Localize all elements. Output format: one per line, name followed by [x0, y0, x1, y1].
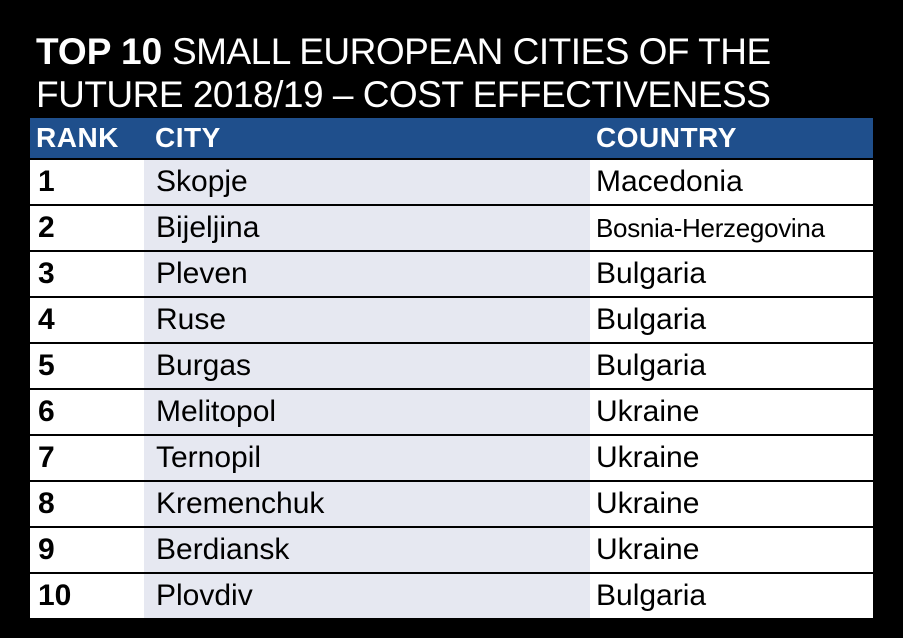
rank-cell: 9 — [30, 528, 144, 572]
table-row: 7 Ternopil Ukraine — [30, 436, 873, 480]
city-cell: Skopje — [144, 160, 590, 204]
rankings-table: RANK CITY COUNTRY 1 Skopje Macedonia 2 B… — [30, 118, 873, 618]
country-cell: Macedonia — [590, 160, 873, 204]
city-cell: Berdiansk — [144, 528, 590, 572]
rank-cell: 8 — [30, 482, 144, 526]
country-cell: Bulgaria — [590, 344, 873, 388]
table-row: 3 Pleven Bulgaria — [30, 252, 873, 296]
city-cell: Ternopil — [144, 436, 590, 480]
city-cell: Melitopol — [144, 390, 590, 434]
rank-cell: 3 — [30, 252, 144, 296]
rank-cell: 7 — [30, 436, 144, 480]
city-cell: Ruse — [144, 298, 590, 342]
page-title: TOP 10 SMALL EUROPEAN CITIES OF THE FUTU… — [36, 30, 886, 116]
country-cell: Ukraine — [590, 436, 873, 480]
rank-cell: 5 — [30, 344, 144, 388]
table-header: RANK CITY COUNTRY — [30, 118, 873, 158]
city-cell: Kremenchuk — [144, 482, 590, 526]
table-row: 10 Plovdiv Bulgaria — [30, 574, 873, 618]
rank-cell: 10 — [30, 574, 144, 618]
country-cell: Bulgaria — [590, 574, 873, 618]
table-row: 2 Bijeljina Bosnia-Herzegovina — [30, 206, 873, 250]
city-cell: Plovdiv — [144, 574, 590, 618]
city-cell: Pleven — [144, 252, 590, 296]
table-body: 1 Skopje Macedonia 2 Bijeljina Bosnia-He… — [30, 160, 873, 618]
header-rank: RANK — [36, 122, 119, 153]
country-cell: Ukraine — [590, 482, 873, 526]
city-cell: Burgas — [144, 344, 590, 388]
header-city: CITY — [155, 122, 221, 153]
table-row: 8 Kremenchuk Ukraine — [30, 482, 873, 526]
table-row: 9 Berdiansk Ukraine — [30, 528, 873, 572]
header-country: COUNTRY — [596, 122, 737, 153]
table-row: 1 Skopje Macedonia — [30, 160, 873, 204]
country-cell: Bulgaria — [590, 252, 873, 296]
city-cell: Bijeljina — [144, 206, 590, 250]
country-cell: Bulgaria — [590, 298, 873, 342]
rank-cell: 1 — [30, 160, 144, 204]
country-cell: Ukraine — [590, 390, 873, 434]
rank-cell: 2 — [30, 206, 144, 250]
page-title-bold: TOP 10 — [36, 31, 163, 72]
page-title-rest: SMALL EUROPEAN CITIES OF THE FUTURE 2018… — [36, 31, 771, 115]
table-row: 5 Burgas Bulgaria — [30, 344, 873, 388]
table-row: 4 Ruse Bulgaria — [30, 298, 873, 342]
rank-cell: 4 — [30, 298, 144, 342]
country-cell: Ukraine — [590, 528, 873, 572]
table-row: 6 Melitopol Ukraine — [30, 390, 873, 434]
country-cell: Bosnia-Herzegovina — [590, 206, 873, 250]
rank-cell: 6 — [30, 390, 144, 434]
